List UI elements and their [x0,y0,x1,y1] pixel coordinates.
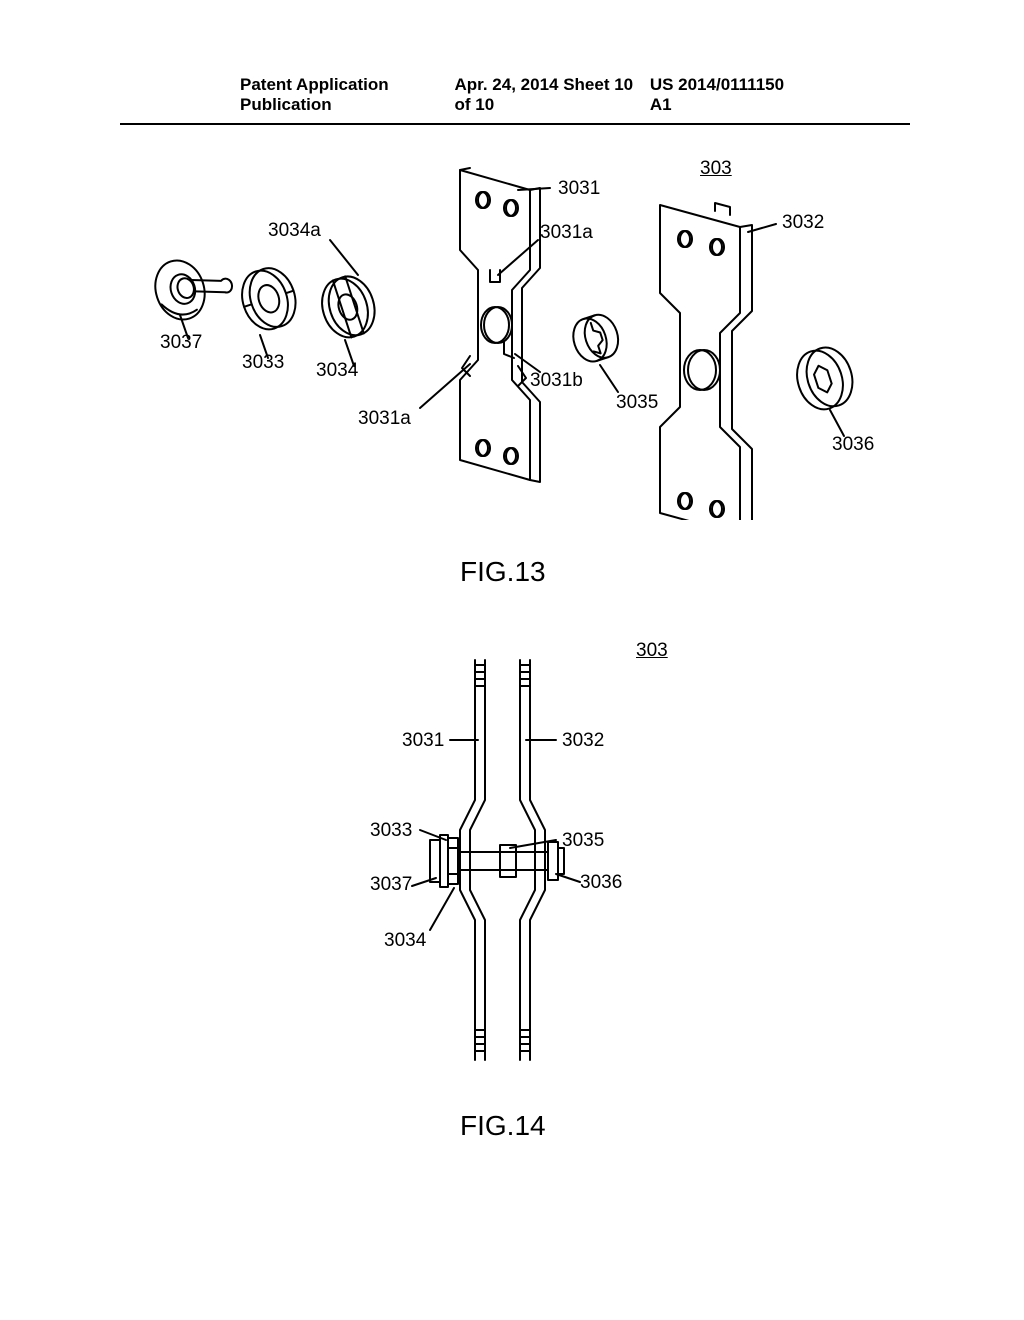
page-header: Patent Application Publication Apr. 24, … [120,75,910,125]
label14-3033: 3033 [370,820,412,842]
label-3031a-top: 3031a [540,222,593,244]
fig13-caption: FIG.13 [460,556,546,588]
fig13-drawing [120,140,910,520]
label14-3032: 3032 [562,730,604,752]
label-3032: 3032 [782,212,824,234]
fig13-assembly-ref: 303 [700,158,732,180]
label14-3034: 3034 [384,930,426,952]
header-center: Apr. 24, 2014 Sheet 10 of 10 [455,75,650,115]
part-3036 [790,342,860,416]
label14-3031: 3031 [402,730,444,752]
part-3035 [568,310,623,365]
part-3034 [315,271,382,344]
fig14-assembly-ref: 303 [636,640,668,662]
header-left: Patent Application Publication [240,75,455,115]
fig14-drawing [300,630,720,1090]
label-3035: 3035 [616,392,658,414]
label-3031: 3031 [558,178,600,200]
label-3031b: 3031b [530,370,583,392]
label-3036: 3036 [832,434,874,456]
part-3033 [235,262,303,335]
part-3032-side [520,660,545,1060]
label-3033: 3033 [242,352,284,374]
part-3031 [460,168,540,482]
label14-3037: 3037 [370,874,412,896]
fig14-caption: FIG.14 [460,1110,546,1142]
label-3031a-bot: 3031a [358,408,411,430]
part-3031-side [460,660,485,1060]
label-3034: 3034 [316,360,358,382]
label-3037: 3037 [160,332,202,354]
label14-3035: 3035 [562,830,604,852]
header-right: US 2014/0111150 A1 [650,75,790,115]
part-3037 [148,246,238,326]
label14-3036: 3036 [580,872,622,894]
part-3032 [660,203,752,520]
label-3034a: 3034a [268,220,321,242]
